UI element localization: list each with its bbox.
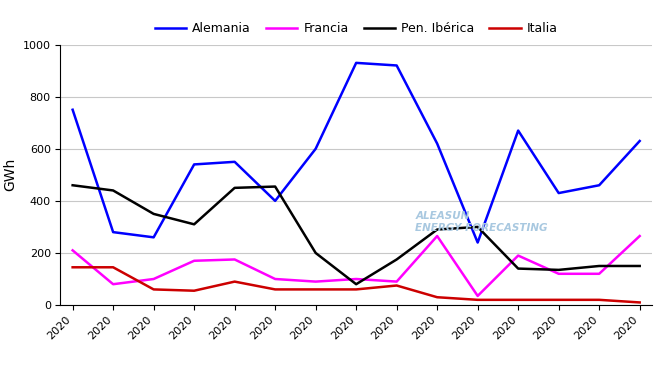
Italia <box>352 287 360 292</box>
Italia <box>190 288 198 293</box>
Pen. Ibérica <box>109 188 117 193</box>
Alemania <box>474 240 482 245</box>
Pen. Ibérica <box>150 212 158 216</box>
Italia <box>514 298 522 302</box>
Francia <box>190 259 198 263</box>
Y-axis label: GWh: GWh <box>3 158 17 192</box>
Francia <box>150 277 158 281</box>
Pen. Ibérica <box>392 257 401 262</box>
Text: ALEASUN
ENERGY FORECASTING: ALEASUN ENERGY FORECASTING <box>415 211 548 232</box>
Alemania <box>230 160 239 164</box>
Pen. Ibérica <box>554 267 562 272</box>
Legend: Alemania, Francia, Pen. Ibérica, Italia: Alemania, Francia, Pen. Ibérica, Italia <box>150 17 562 40</box>
Francia <box>636 234 644 238</box>
Alemania <box>514 128 522 133</box>
Pen. Ibérica <box>433 227 442 232</box>
Francia <box>433 234 442 238</box>
Italia <box>392 283 401 288</box>
Alemania <box>433 141 442 146</box>
Pen. Ibérica <box>636 264 644 268</box>
Alemania <box>312 147 320 151</box>
Francia <box>474 294 482 298</box>
Line: Italia: Italia <box>73 267 640 302</box>
Francia <box>230 257 239 262</box>
Italia <box>595 298 603 302</box>
Francia <box>554 272 562 276</box>
Francia <box>69 248 77 253</box>
Italia <box>433 295 442 299</box>
Line: Francia: Francia <box>73 236 640 296</box>
Francia <box>514 253 522 258</box>
Line: Pen. Ibérica: Pen. Ibérica <box>73 185 640 284</box>
Italia <box>554 298 562 302</box>
Francia <box>595 272 603 276</box>
Italia <box>474 298 482 302</box>
Alemania <box>150 235 158 240</box>
Alemania <box>352 61 360 65</box>
Alemania <box>636 139 644 143</box>
Pen. Ibérica <box>352 282 360 286</box>
Italia <box>150 287 158 292</box>
Alemania <box>109 230 117 234</box>
Francia <box>352 277 360 281</box>
Francia <box>271 277 279 281</box>
Alemania <box>271 199 279 203</box>
Line: Alemania: Alemania <box>73 63 640 243</box>
Alemania <box>69 108 77 112</box>
Italia <box>109 265 117 269</box>
Pen. Ibérica <box>312 251 320 255</box>
Francia <box>312 279 320 284</box>
Alemania <box>595 183 603 187</box>
Pen. Ibérica <box>595 264 603 268</box>
Pen. Ibérica <box>474 225 482 229</box>
Alemania <box>554 191 562 195</box>
Pen. Ibérica <box>190 222 198 227</box>
Alemania <box>190 162 198 167</box>
Alemania <box>392 63 401 68</box>
Pen. Ibérica <box>230 186 239 190</box>
Italia <box>69 265 77 269</box>
Pen. Ibérica <box>514 266 522 271</box>
Pen. Ibérica <box>69 183 77 187</box>
Italia <box>230 279 239 284</box>
Francia <box>109 282 117 286</box>
Italia <box>312 287 320 292</box>
Italia <box>271 287 279 292</box>
Pen. Ibérica <box>271 184 279 189</box>
Francia <box>392 279 401 284</box>
Italia <box>636 300 644 305</box>
